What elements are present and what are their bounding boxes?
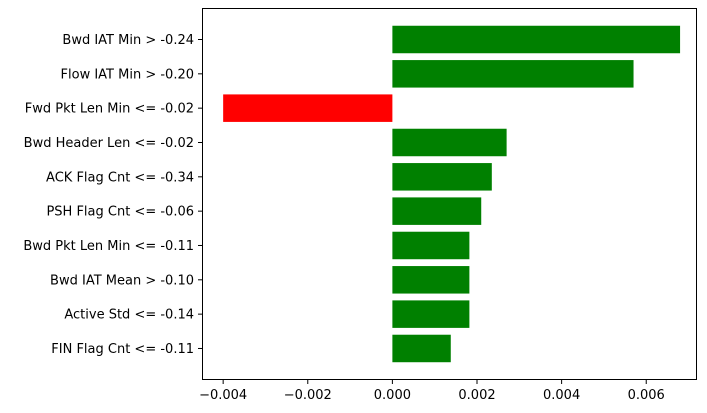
y-tick-label: Active Std <= -0.14: [64, 308, 194, 323]
y-tick-label: Fwd Pkt Len Min <= -0.02: [25, 102, 194, 117]
x-tick-label: 0.002: [458, 388, 495, 403]
x-tick-label: −0.004: [199, 388, 247, 403]
y-tick-label: Bwd Pkt Len Min <= -0.11: [23, 239, 194, 254]
y-tick-label: Bwd IAT Min > -0.24: [62, 33, 194, 48]
bar: [392, 60, 634, 88]
bar: [392, 163, 492, 191]
y-tick-label: Flow IAT Min > -0.20: [61, 67, 194, 82]
y-tick-label: ACK Flag Cnt <= -0.34: [46, 170, 194, 185]
bar: [392, 266, 470, 294]
x-tick-label: 0.004: [543, 388, 580, 403]
bar: [223, 94, 393, 122]
y-tick-label: Bwd Header Len <= -0.02: [24, 136, 194, 151]
x-tick-label: −0.002: [284, 388, 332, 403]
bar: [392, 231, 470, 260]
bar: [392, 197, 482, 225]
bar: [392, 128, 507, 157]
plot-frame: [202, 8, 697, 380]
x-tick-label: 0.000: [374, 388, 411, 403]
x-tick-label: 0.006: [628, 388, 665, 403]
y-tick-label: Bwd IAT Mean > -0.10: [50, 273, 194, 288]
bar: [392, 334, 451, 363]
bar: [392, 25, 681, 54]
y-tick-label: FIN Flag Cnt <= -0.11: [51, 342, 194, 357]
y-tick-label: PSH Flag Cnt <= -0.06: [46, 205, 194, 220]
bar: [392, 300, 470, 328]
